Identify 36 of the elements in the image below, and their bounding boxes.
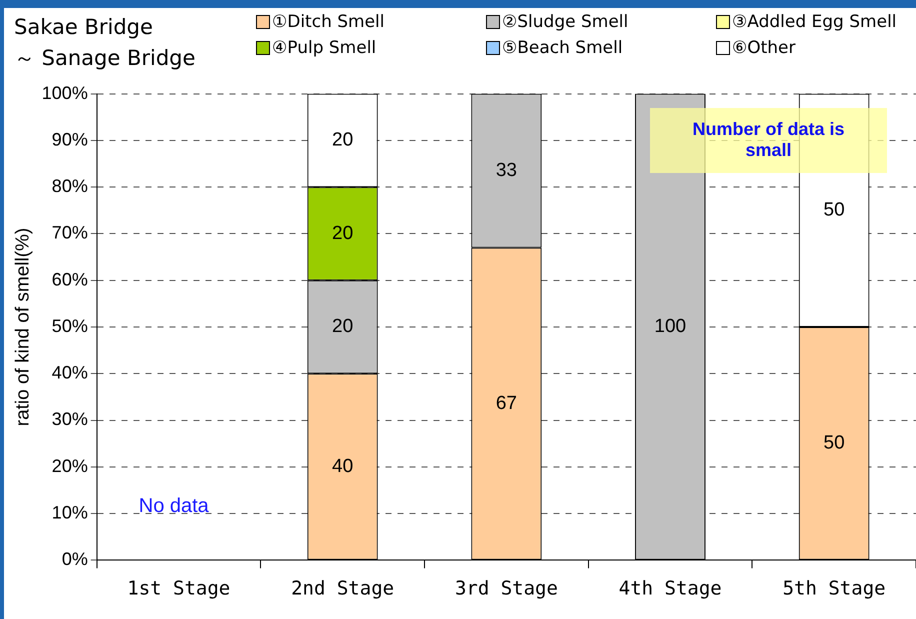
legend-label: ③Addled Egg Smell: [732, 12, 897, 32]
data-label: 50: [824, 432, 845, 454]
y-tick-label: 0%: [62, 549, 88, 570]
x-tick-label: 5th Stage: [782, 578, 886, 600]
x-tick-label: 4th Stage: [618, 578, 722, 600]
y-tick-label: 10%: [52, 502, 88, 523]
y-tick-label: 80%: [52, 176, 88, 196]
x-tick-label: 3rd Stage: [454, 578, 558, 600]
data-label: 67: [496, 392, 517, 414]
y-tick-label: 90%: [52, 129, 88, 150]
y-axis-title: ratio of kind of smell(%): [12, 228, 34, 426]
x-tick-label: 2nd Stage: [291, 578, 394, 600]
data-label: 100: [654, 316, 686, 337]
y-tick-label: 20%: [52, 456, 88, 476]
data-label: 33: [496, 160, 517, 181]
data-label: 50: [824, 200, 845, 221]
note-box: Number of data is small: [650, 108, 888, 174]
y-tick-label: 30%: [52, 409, 88, 430]
legend-label: ②Sludge Smell: [502, 12, 628, 32]
data-label: 20: [332, 222, 354, 244]
x-tick-label: 1st Stage: [127, 578, 230, 600]
y-tick-label: 40%: [52, 362, 88, 383]
annotation: Number of data is small: [692, 119, 846, 162]
data-label: 20: [332, 130, 354, 151]
chart-title: Sakae Bridge ～ Sanage Bridge: [14, 14, 196, 72]
data-label: 20: [332, 316, 354, 338]
y-tick-label: 50%: [52, 316, 88, 336]
legend-label: ④Pulp Smell: [272, 38, 376, 58]
text: ⑥Other: [732, 38, 796, 58]
annotation: No data: [138, 494, 209, 517]
y-tick-label: 60%: [52, 269, 88, 290]
data-label: 40: [332, 456, 354, 477]
y-tick-label: 70%: [52, 222, 88, 243]
legend-label: ⑤Beach Smell: [502, 38, 623, 58]
legend-label: ①Ditch Smell: [272, 12, 385, 32]
y-tick-label: 100%: [42, 82, 88, 103]
